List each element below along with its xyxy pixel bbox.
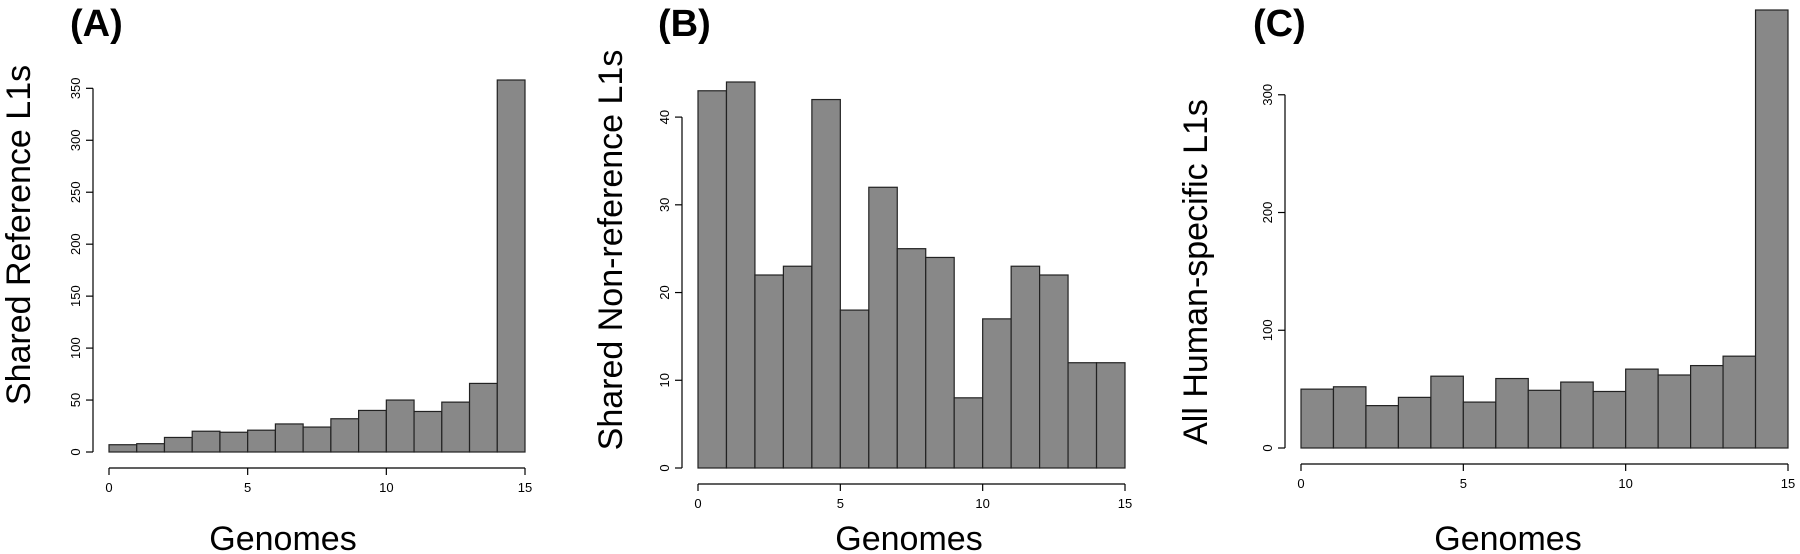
panel-a-y-tick-label: 350 (68, 77, 83, 99)
panel-a-y-tick-label: 250 (68, 181, 83, 203)
panel-a-label: (A) (70, 3, 123, 45)
panel-a-bars (108, 79, 526, 453)
panel-b-bar-11 (1010, 265, 1041, 469)
panel-b-bar-9 (953, 397, 984, 469)
panel-a-y-tick-label: 300 (68, 129, 83, 151)
panel-c-bar-8 (1560, 381, 1594, 449)
panel-c-x-tick-label: 15 (1781, 476, 1795, 491)
panel-b-bar-6 (868, 186, 898, 469)
panel-b-x-tick-label: 15 (1118, 496, 1132, 511)
panel-c-y-tick-label: 200 (1260, 202, 1275, 224)
panel-a-x-tick-label: 10 (379, 480, 393, 495)
panel-a-bar-13 (468, 382, 498, 453)
panel-b-bar-2 (754, 274, 785, 469)
panel-c-bar-4 (1430, 375, 1464, 449)
panel-c-y-axis-title: All Human-specific L1s (1177, 99, 1215, 445)
panel-b-y-axis-title: Shared Non-reference L1s (592, 50, 630, 451)
panel-a-bar-9 (358, 409, 387, 453)
panel-c-bar-9 (1592, 390, 1627, 449)
panel-c-x-tick-label: 0 (1297, 476, 1304, 491)
panel-c-bar-6 (1495, 377, 1529, 449)
panel-a-x-tick-label: 5 (244, 480, 251, 495)
panel-a-y-tick-label: 50 (68, 393, 83, 407)
panel-c-bar-11 (1657, 374, 1692, 449)
panel-c-bar-13 (1722, 355, 1757, 449)
panel-b-bar-14 (1095, 362, 1126, 469)
panel-a-y-tick-label: 0 (68, 448, 83, 455)
panel-a-y-axis-title: Shared Reference L1s (0, 65, 38, 405)
panel-a-y-tick-label: 150 (68, 285, 83, 307)
panel-c-bar-14 (1754, 9, 1789, 449)
panel-c-x-tick-label: 5 (1460, 476, 1467, 491)
panel-b-bar-5 (839, 309, 870, 469)
panel-b-bar-3 (782, 265, 813, 469)
panel-b-x-tick-label: 5 (837, 496, 844, 511)
panel-b-bar-1 (725, 81, 756, 469)
panel-a-bar-5 (247, 429, 277, 453)
panel-c-bar-7 (1527, 389, 1562, 449)
panel-c: (C) All Human-specific L1s Genomes 0 5 10 1… (1177, 3, 1795, 554)
panel-c-label: (C) (1253, 3, 1306, 45)
panel-a-bar-11 (413, 410, 443, 453)
panel-c-bars (1300, 9, 1789, 449)
panel-b-x-axis-title: Genomes (835, 520, 982, 554)
panel-a-bar-10 (385, 399, 415, 453)
panel-b-y-tick-label: 40 (657, 110, 672, 124)
panel-c-bar-1 (1332, 386, 1367, 449)
panel-b-x-tick-label: 10 (975, 496, 989, 511)
panel-b-bar-12 (1038, 274, 1069, 469)
panel-a-x-tick-label: 0 (105, 480, 112, 495)
panel-a-bar-14 (496, 79, 526, 453)
panel-a-bar-7 (302, 426, 332, 453)
panel-c-y-tick-label: 100 (1260, 319, 1275, 341)
panel-a-y-tick-label: 200 (68, 233, 83, 255)
panel-a-bar-8 (330, 418, 360, 453)
panel-b-bar-7 (896, 248, 927, 469)
panel-a-bar-12 (441, 401, 471, 453)
panel-c-bar-5 (1462, 401, 1497, 449)
panel-c-y-tick-label: 300 (1260, 84, 1275, 106)
panel-c-bar-0 (1300, 388, 1335, 449)
panel-b-y-tick-label: 0 (657, 464, 672, 471)
panel-b-label: (B) (658, 3, 711, 45)
panel-c-bar-3 (1397, 396, 1432, 449)
panel-b-y-tick-label: 20 (657, 285, 672, 299)
panel-c-bar-2 (1365, 405, 1400, 449)
panel-a: (A) Shared Reference L1s Genomes 0 5 10 150… (0, 3, 532, 554)
panel-b-x-tick-label: 0 (694, 496, 701, 511)
panel-a-bar-2 (163, 436, 193, 453)
panel-a-bar-6 (274, 423, 304, 453)
panel-a-x-axis-title: Genomes (209, 520, 356, 554)
panel-b-bars (697, 81, 1126, 469)
panel-b-axes: 0 5 10 15 0 10 20 30 40 (657, 110, 1132, 511)
panel-b-y-tick-label: 30 (657, 198, 672, 212)
panel-c-axes: 0 5 10 15 0 100 200 300 (1260, 84, 1795, 491)
panel-a-bar-0 (108, 444, 138, 453)
panel-c-x-axis-title: Genomes (1434, 520, 1581, 554)
panel-c-bar-12 (1689, 364, 1724, 449)
panel-a-bar-4 (219, 431, 249, 453)
panel-b-y-tick-label: 10 (657, 373, 672, 387)
panel-b: (B) Shared Non-reference L1s Genomes 0 5 1… (592, 3, 1132, 554)
panel-c-bar-10 (1625, 368, 1659, 449)
panel-a-bar-3 (191, 430, 221, 453)
panel-b-bar-0 (697, 90, 728, 469)
panel-b-bar-13 (1067, 362, 1098, 469)
panel-b-bar-8 (925, 256, 955, 469)
panel-a-y-tick-label: 100 (68, 337, 83, 359)
panel-b-bar-4 (811, 98, 841, 469)
panel-a-x-tick-label: 15 (518, 480, 532, 495)
panel-c-y-tick-label: 0 (1260, 444, 1275, 451)
panel-c-x-tick-label: 10 (1618, 476, 1632, 491)
panel-a-bar-1 (136, 443, 166, 453)
panel-b-bar-10 (982, 318, 1012, 469)
